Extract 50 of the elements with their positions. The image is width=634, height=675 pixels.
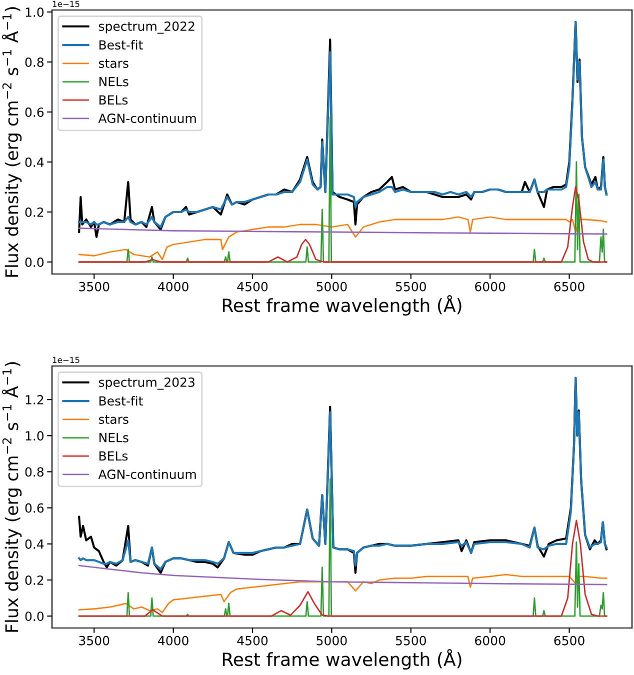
line-series [78, 216, 608, 260]
x-tick-label: 5500 [396, 636, 426, 646]
y-tick-label: 1.2 [26, 395, 44, 404]
legend-label: spectrum_2023 [98, 377, 194, 390]
line-series [78, 186, 608, 263]
y-axis-title: Flux density (erg cm$^{−2}$ s$^{−1}$ Å$^{−1}$) [2, 7, 22, 277]
line-series [78, 564, 608, 586]
y-tick-label: 0.2 [25, 575, 44, 585]
legend-label: NELs [99, 433, 128, 442]
legend-label: AGN-continuum [98, 469, 196, 480]
x-axis-title: Rest frame wavelength (Å) [222, 649, 462, 670]
y-tick-label: 0.6 [25, 107, 44, 117]
x-tick-label: 5000 [316, 636, 347, 646]
y-tick-label: 1.0 [26, 431, 44, 441]
legend-label: BELs [99, 95, 128, 105]
x-tick-label: 3500 [79, 282, 110, 292]
x-tick-label: 4500 [237, 636, 268, 646]
x-axis-title: Rest frame wavelength (Å) [222, 295, 462, 316]
y-tick-label: 0.6 [25, 503, 44, 513]
x-tick-label: 5500 [396, 282, 426, 292]
y-axis-title: Flux density (erg cm$^{−2}$ s$^{−1}$ Å$^{−1}$) [2, 362, 22, 632]
x-tick-label: 4000 [158, 636, 188, 646]
legend-label: Best-fit [99, 40, 143, 50]
line-series [78, 574, 608, 614]
x-tick-label: 6500 [554, 636, 584, 646]
legend-label: stars [98, 59, 128, 68]
x-tick-label: 6000 [475, 282, 506, 292]
x-tick-label: 6500 [554, 282, 584, 292]
legend-label: AGN-continuum [98, 113, 196, 124]
y-tick-label: 0.2 [25, 207, 44, 217]
text: 1e−15 [52, 356, 80, 364]
legend-label: Best-fit [99, 396, 143, 406]
y-tick-label: 1.0 [26, 7, 44, 17]
y-tick-label: 0.8 [25, 467, 44, 477]
x-tick-label: 3500 [79, 636, 110, 646]
line-series [78, 520, 608, 617]
text: 1e−15 [52, 0, 80, 8]
x-tick-label: 4000 [158, 282, 188, 292]
x-tick-label: 5000 [316, 282, 347, 292]
y-tick-label: 0.0 [25, 257, 44, 267]
legend-label: NELs [99, 77, 128, 86]
y-tick-label: 0.4 [25, 539, 44, 549]
y-tick-label: 0.8 [25, 57, 44, 67]
legend-label: BELs [99, 451, 128, 461]
y-tick-label: 0.0 [25, 612, 44, 622]
legend-label: spectrum_2022 [98, 21, 194, 34]
x-tick-label: 4500 [237, 282, 268, 292]
y-tick-label: 0.4 [25, 157, 44, 167]
x-tick-label: 6000 [475, 636, 506, 646]
legend-label: stars [98, 415, 128, 424]
